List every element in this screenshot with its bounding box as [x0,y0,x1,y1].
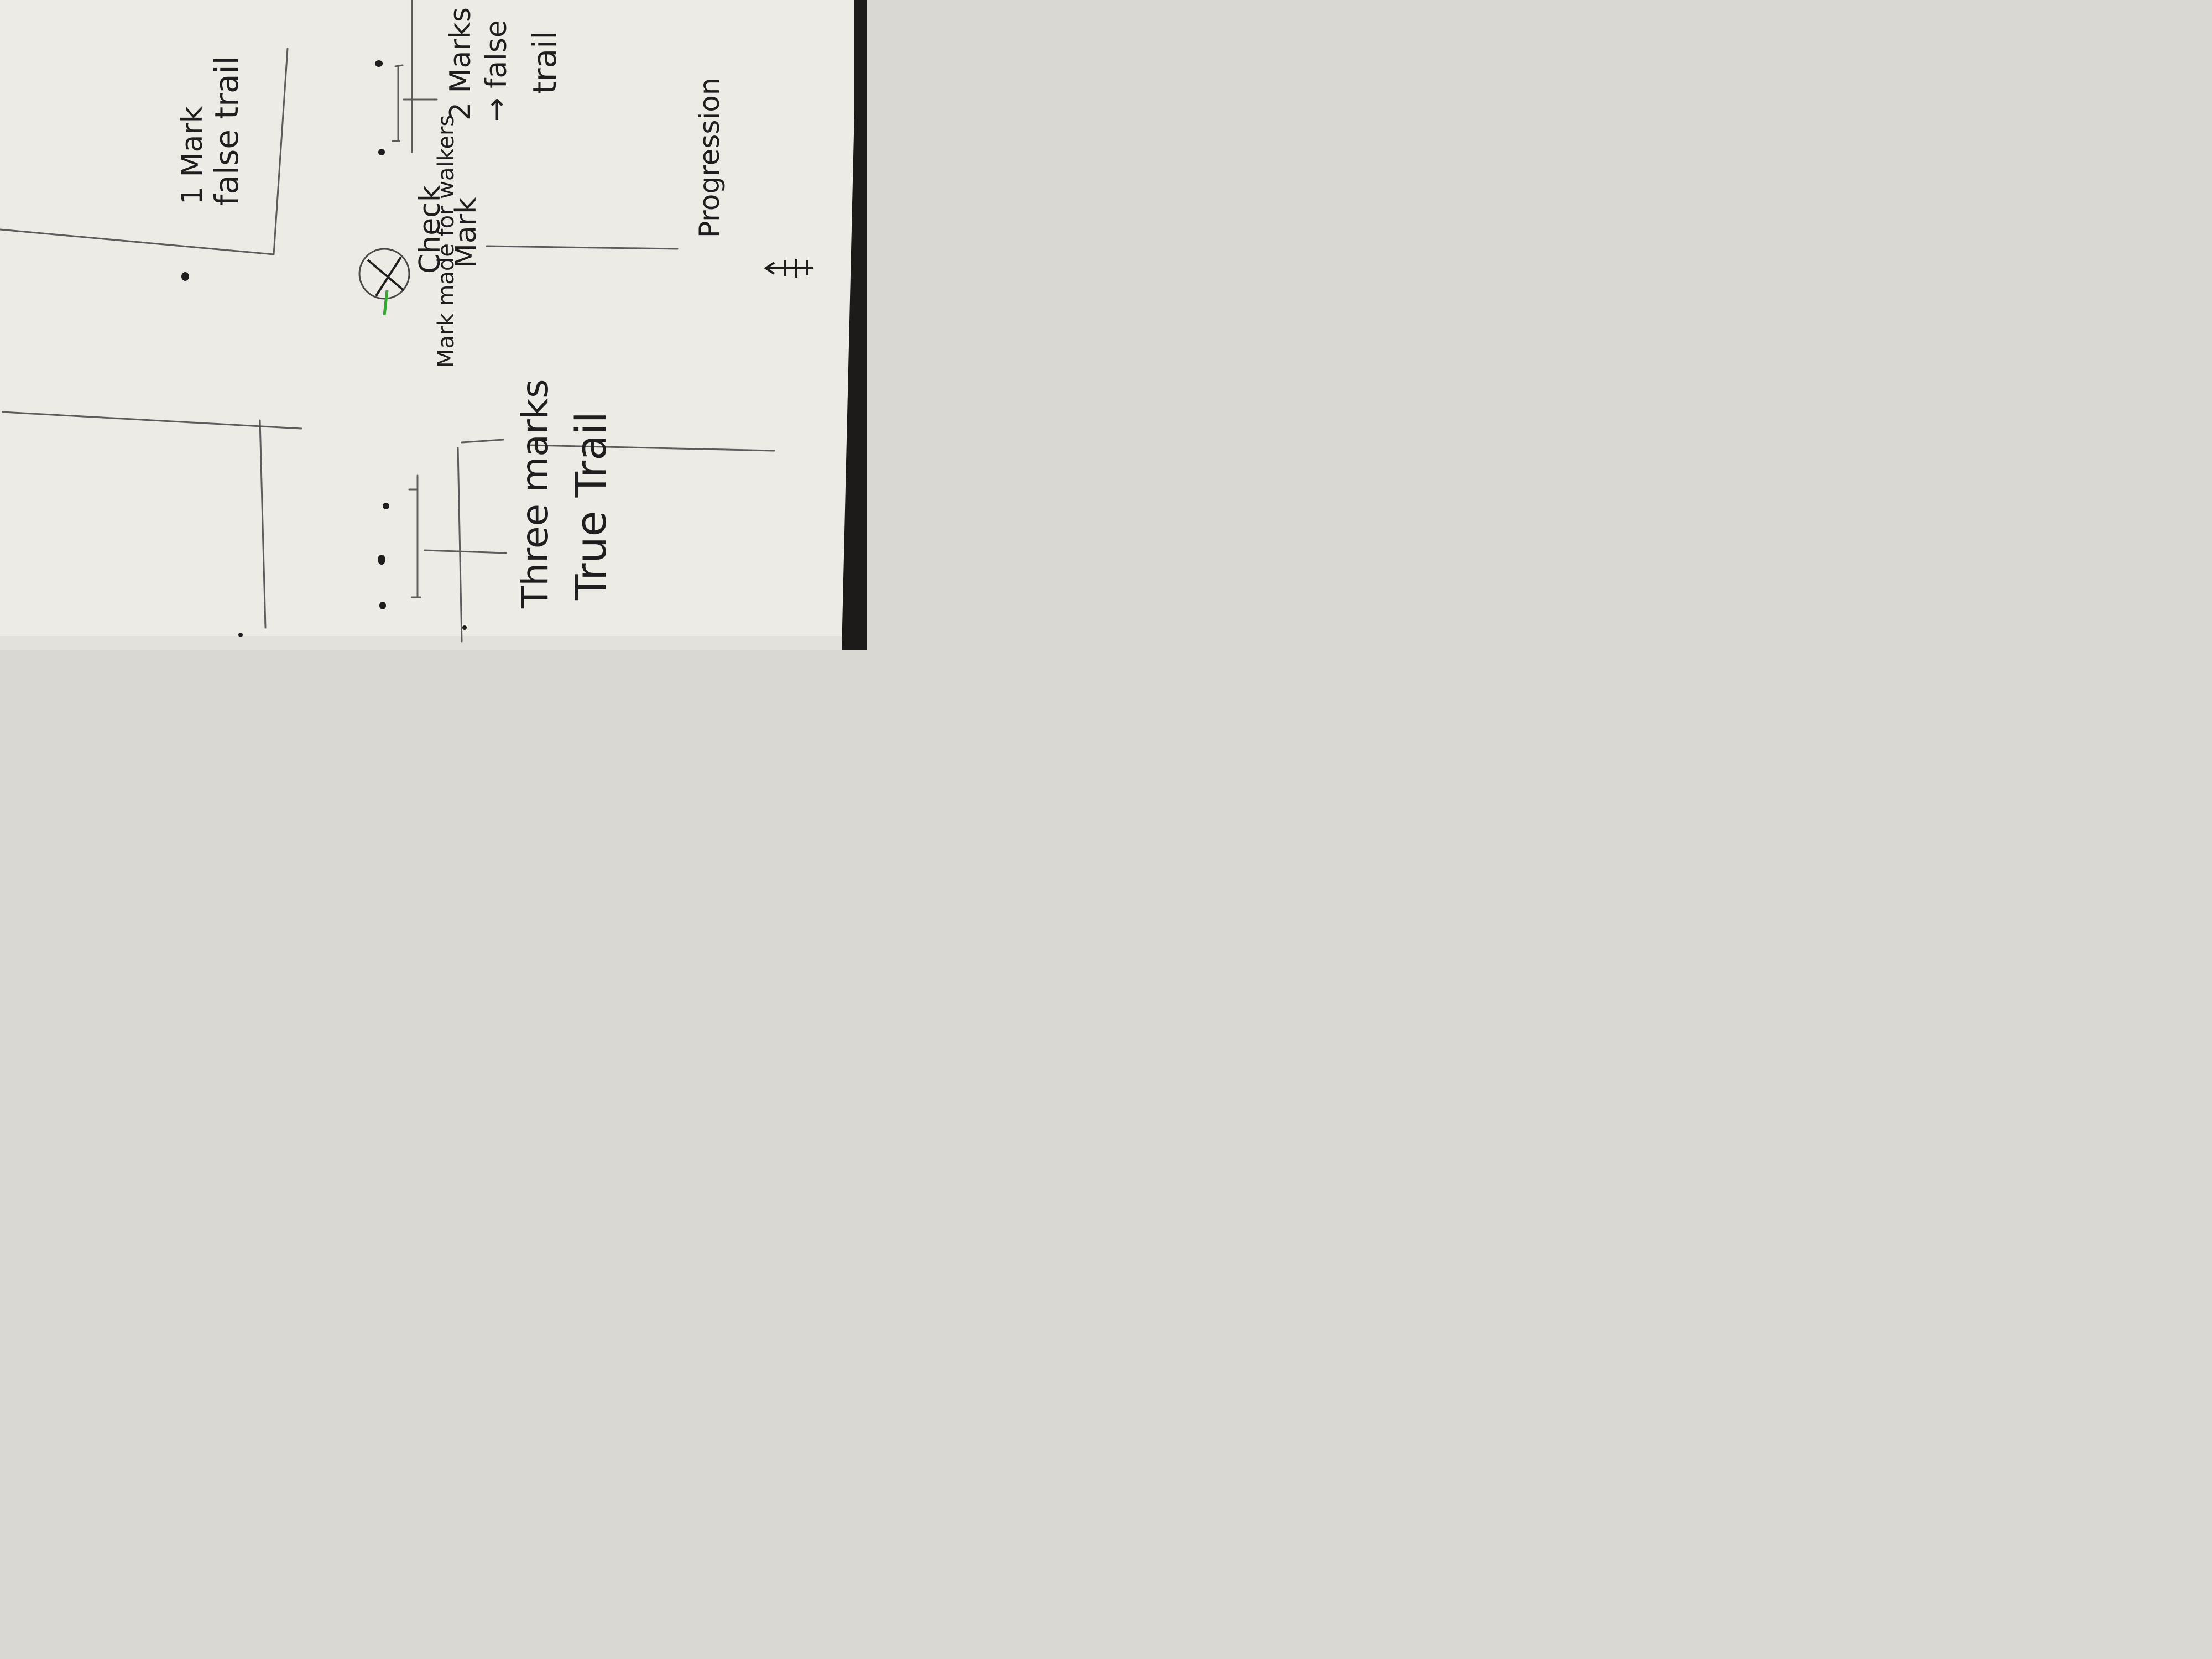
progression-symbol [764,259,813,278]
handwritten-notes: 1 Mark false trail 2 Marks → false trail… [0,0,726,609]
pencil-line [0,228,275,255]
symbol-stroke [764,262,775,275]
pencil-line [486,245,679,250]
note-false-trail: false trail [208,56,246,206]
paper-sheet [0,0,854,650]
note-false: → false [480,20,513,122]
note-trail: trail [526,31,564,94]
note-three-marks: Three marks [514,379,556,609]
pencil-lines [0,0,775,643]
dot [375,60,383,67]
pencil-line [461,439,504,444]
mark-made-holder [0,0,1,1]
pencil-line [394,64,404,67]
dot [379,602,386,609]
dot [462,625,467,630]
note-mark-made: Mark made for walkers [434,115,459,368]
pencil-line [2,411,302,430]
sketch-photo: 1 Mark false trail 2 Marks → false trail… [0,0,867,650]
note-one-mark: 1 Mark [176,106,209,205]
dot [378,555,385,565]
symbol-stroke [784,259,808,278]
paper-edge [0,636,842,650]
pencil-line [457,447,463,643]
note-two-marks: 2 Marks [444,7,477,121]
note-check: Check [414,185,447,274]
check-mark-symbol [358,248,410,316]
dot [181,272,189,281]
dot [238,633,243,637]
pencil-line [530,444,775,452]
pencil-line [424,549,507,554]
check-circle [358,248,410,300]
note-true-trail: True Trail [566,411,615,601]
note-mark: Mark [450,197,483,268]
dots [181,60,467,637]
note-progression: Progression [693,77,726,238]
dot [383,503,389,509]
green-mark [383,290,389,316]
pencil-line [259,419,267,629]
pencil-line [273,48,289,255]
dot [378,149,385,155]
check-x [367,256,405,297]
